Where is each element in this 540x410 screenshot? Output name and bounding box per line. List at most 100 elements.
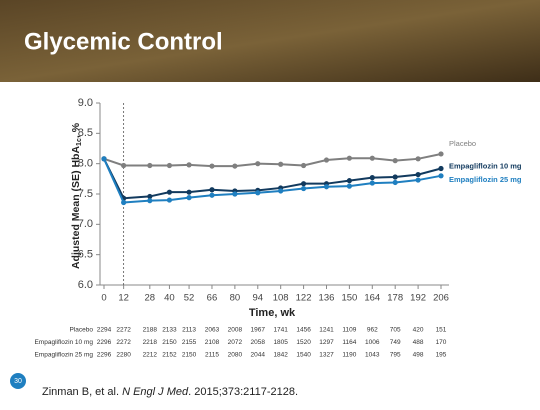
data-point [392, 179, 398, 186]
x-tick-label: 28 [145, 293, 156, 304]
at-risk-count: 2296 [97, 339, 112, 346]
at-risk-count: 1741 [273, 327, 288, 334]
x-tick-label: 136 [319, 293, 335, 304]
x-tick-label: 206 [433, 293, 449, 304]
at-risk-count: 1006 [365, 339, 380, 346]
at-risk-count: 2294 [97, 327, 112, 334]
data-point [166, 162, 173, 169]
data-point [323, 157, 330, 163]
data-point [166, 197, 173, 203]
at-risk-count: 2152 [162, 352, 177, 359]
x-tick-label: 12 [118, 293, 129, 304]
at-risk-count: 2296 [97, 352, 112, 359]
at-risk-label: Empagliflozin 25 mg [34, 352, 93, 359]
y-tick-label: 9.0 [78, 97, 93, 109]
data-point [415, 171, 421, 178]
y-tick-label: 6.0 [78, 279, 93, 291]
y-tick-label: 7.0 [78, 218, 93, 230]
at-risk-count: 1164 [342, 339, 356, 346]
at-risk-count: 1805 [273, 339, 288, 346]
at-risk-count: 2008 [228, 327, 243, 334]
data-point [186, 195, 192, 201]
at-risk-count: 1109 [342, 327, 356, 334]
at-risk-count: 2113 [182, 327, 196, 334]
at-risk-count: 2280 [116, 352, 131, 359]
y-tick-label: 7.5 [78, 188, 93, 200]
data-point [278, 161, 284, 167]
data-point [438, 165, 444, 172]
data-point [415, 177, 421, 183]
at-risk-count: 2150 [162, 339, 177, 346]
y-label-part: Adjusted Mean (SE) HbA [70, 146, 82, 270]
at-risk-count: 2212 [143, 352, 158, 359]
slide-number: 30 [14, 378, 22, 385]
data-point [346, 183, 352, 189]
at-risk-count: 795 [390, 352, 401, 359]
at-risk-count: 2272 [116, 327, 131, 334]
y-label-sub: 1c [76, 138, 83, 146]
series-line [103, 158, 442, 200]
header-band [0, 0, 540, 82]
data-point [209, 187, 215, 193]
data-point [346, 155, 352, 161]
data-point [121, 199, 127, 206]
at-risk-count: 2058 [251, 339, 266, 346]
at-risk-label: Empagliflozin 10 mg [34, 339, 93, 346]
at-risk-count: 1241 [319, 327, 334, 334]
x-tick-label: 150 [341, 293, 357, 304]
data-point [232, 163, 238, 169]
at-risk-count: 2218 [143, 339, 158, 346]
x-tick-label: 164 [364, 293, 380, 304]
at-risk-count: 195 [436, 352, 447, 359]
data-point [101, 156, 107, 162]
citation-part: . 2015;373:2117-2128. [188, 386, 298, 398]
at-risk-count: 2108 [205, 339, 220, 346]
x-tick-label: 108 [273, 293, 289, 304]
x-tick-label: 0 [101, 293, 106, 304]
data-point [232, 191, 238, 197]
at-risk-count: 2188 [143, 327, 158, 334]
at-risk-count: 2044 [251, 352, 266, 359]
at-risk-count: 1540 [296, 352, 311, 359]
slide-title: Glycemic Control [24, 28, 223, 55]
at-risk-count: 420 [413, 327, 424, 334]
at-risk-count: 498 [413, 352, 424, 359]
at-risk-count: 749 [390, 339, 401, 346]
x-tick-label: 80 [230, 293, 241, 304]
data-point [438, 151, 444, 157]
at-risk-count: 488 [413, 339, 424, 346]
data-point [369, 155, 375, 161]
citation-part: Zinman B, et al. [42, 386, 122, 398]
citation: Zinman B, et al. N Engl J Med. 2015;373:… [42, 386, 298, 398]
at-risk-count: 2150 [182, 352, 197, 359]
data-point [186, 162, 192, 168]
at-risk-count: 1456 [296, 327, 311, 334]
x-tick-label: 40 [164, 293, 175, 304]
data-point [392, 158, 398, 164]
data-point [147, 198, 153, 204]
at-risk-count: 1327 [319, 352, 334, 359]
data-point [300, 162, 307, 169]
at-risk-label: Placebo [70, 327, 94, 334]
series-line [103, 152, 442, 168]
at-risk-count: 151 [436, 327, 447, 334]
at-risk-count: 1297 [319, 339, 334, 346]
at-risk-count: 2155 [182, 339, 197, 346]
at-risk-count: 1967 [251, 327, 266, 334]
x-tick-label: 52 [184, 293, 195, 304]
data-point [369, 175, 375, 181]
at-risk-count: 2063 [205, 327, 220, 334]
x-tick-label: 66 [207, 293, 218, 304]
at-risk-count: 1842 [273, 352, 288, 359]
data-point [323, 184, 330, 190]
legend-label: Placebo [449, 139, 476, 148]
data-point [121, 162, 127, 169]
at-risk-count: 2133 [162, 327, 177, 334]
data-point [147, 193, 153, 200]
x-tick-label: 94 [252, 293, 263, 304]
data-point [278, 188, 284, 194]
y-tick-label: 8.0 [78, 158, 93, 170]
data-point [369, 180, 375, 186]
